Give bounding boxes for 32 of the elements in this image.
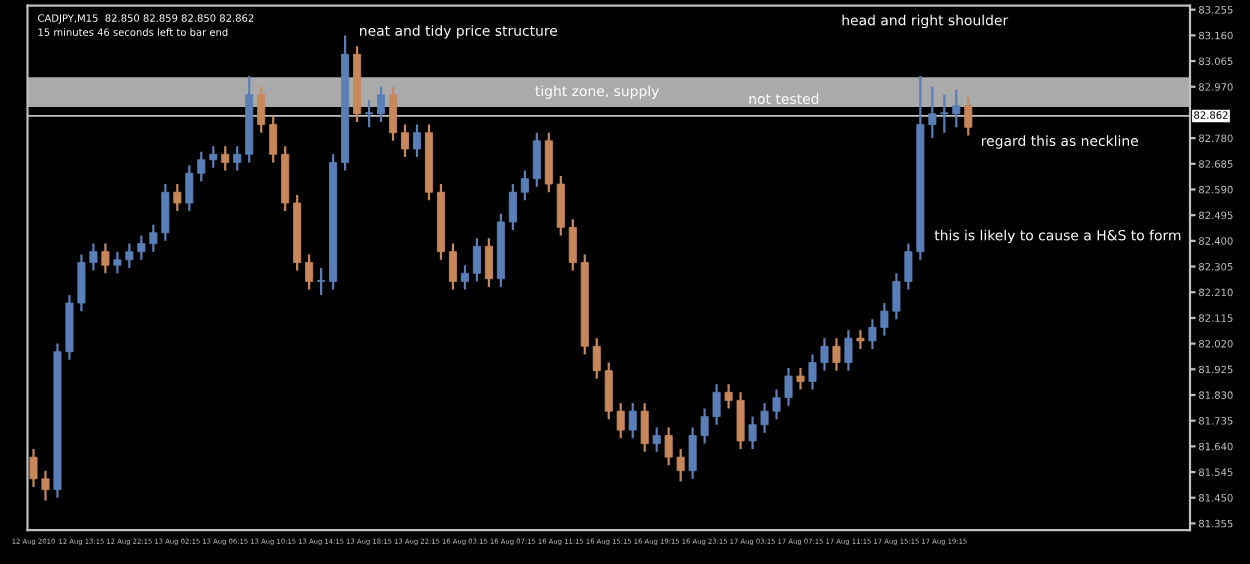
candlestick (305, 253, 314, 291)
candlestick (532, 131, 541, 188)
candlestick (221, 145, 230, 172)
candlestick (856, 328, 865, 351)
candlestick (233, 145, 242, 172)
candlestick (544, 131, 553, 194)
candlestick (508, 182, 517, 232)
candlestick (484, 237, 493, 288)
candlestick (257, 85, 266, 134)
candlestick (640, 401, 649, 453)
candlestick (556, 174, 565, 237)
candlestick (401, 123, 410, 159)
candlestick (460, 264, 469, 291)
candlestick (652, 426, 661, 453)
candlestick (520, 169, 529, 202)
candlestick (796, 366, 805, 391)
candlestick (472, 237, 481, 283)
candlestick (269, 115, 278, 164)
candlestick (628, 401, 637, 440)
candlestick (844, 328, 853, 372)
candlestick (568, 218, 577, 272)
candlestick (592, 337, 601, 380)
candlestick (832, 337, 841, 372)
candlestick (173, 182, 182, 213)
candlestick (377, 85, 386, 124)
candlestick (448, 242, 457, 291)
candlestick (964, 96, 973, 137)
candlestick (389, 85, 398, 142)
candlestick (101, 242, 110, 275)
candlestick (317, 266, 326, 297)
candlestick (365, 99, 374, 129)
candlestick (412, 123, 422, 159)
